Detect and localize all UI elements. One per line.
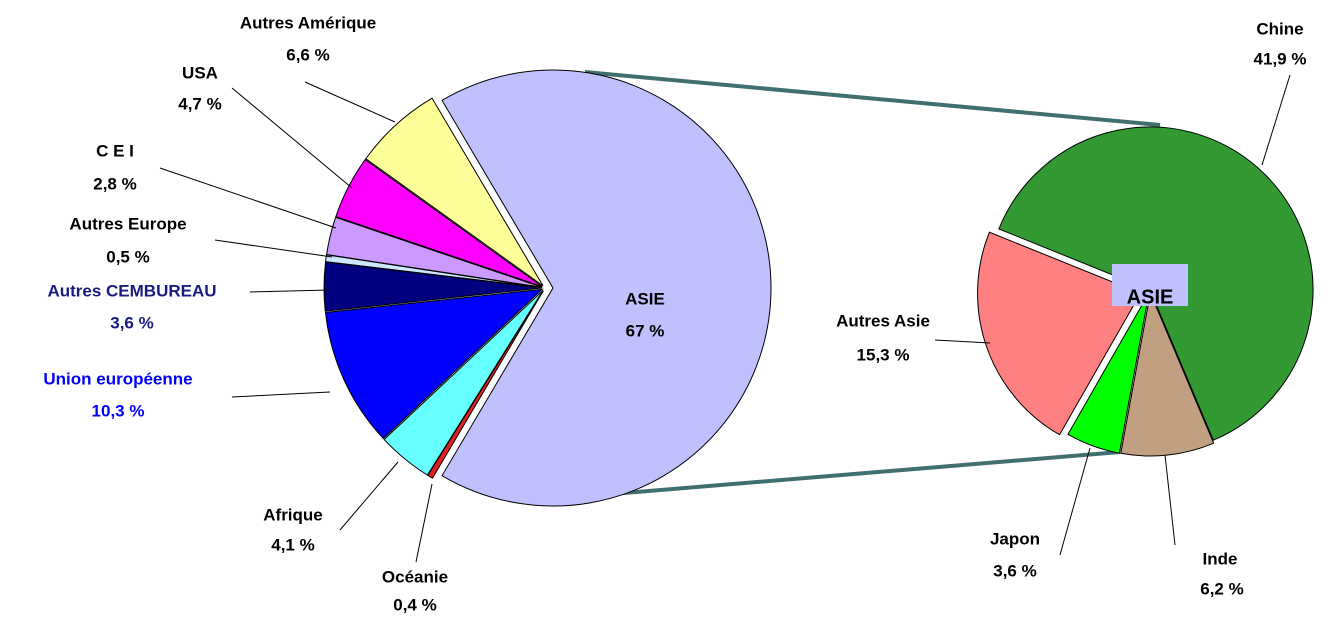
connector-line: [539, 450, 1121, 502]
slice-label: Japon: [990, 529, 1040, 548]
pie-slice: [441, 69, 772, 507]
slice-value: 2,8 %: [93, 174, 136, 193]
slice-value: 4,7 %: [178, 94, 221, 113]
pie-slice: [325, 216, 543, 288]
slice-value: 67 %: [626, 321, 665, 340]
pie-slice: [383, 289, 544, 476]
pie-label-box: [1112, 264, 1188, 306]
slice-value: 4,1 %: [271, 535, 314, 554]
slice-value: 3,6 %: [993, 561, 1036, 580]
slice-label: Autres Amérique: [240, 13, 376, 32]
pie-slice: [324, 288, 544, 440]
leader-line: [1261, 74, 1291, 166]
slice-value: 0,4 %: [393, 595, 436, 614]
leader-line: [214, 239, 333, 258]
connector-line: [584, 70, 1161, 127]
pie-slice: [335, 158, 543, 288]
slice-value: 10,3 %: [92, 401, 145, 420]
pie-slice: [1120, 291, 1215, 457]
slice-label: Autres Asie: [836, 311, 930, 330]
pie-slice: [365, 97, 544, 287]
leader-line: [1164, 454, 1176, 546]
leader-line: [304, 81, 396, 123]
slice-label: Océanie: [382, 567, 448, 586]
slice-value: 3,6 %: [110, 313, 153, 332]
pie-label: ASIE: [1127, 286, 1174, 308]
leader-line: [934, 339, 991, 344]
leader-line: [231, 391, 331, 398]
slice-value: 0,5 %: [106, 247, 149, 266]
slice-label: Inde: [1203, 549, 1238, 568]
leader-line: [1059, 447, 1091, 556]
slice-label: ASIE: [625, 289, 665, 308]
leader-line: [249, 289, 331, 293]
slice-value: 6,6 %: [286, 45, 329, 64]
slice-label: USA: [182, 63, 218, 82]
leader-line: [339, 461, 399, 531]
slice-label: Chine: [1256, 19, 1303, 38]
slice-value: 41,9 %: [1254, 49, 1307, 68]
slice-label: Autres CEMBUREAU: [47, 281, 216, 300]
leader-line: [231, 87, 353, 189]
slice-label: Afrique: [263, 505, 323, 524]
slice-value: 6,2 %: [1200, 579, 1243, 598]
slice-label: Autres Europe: [69, 214, 186, 233]
slice-value: 15,3 %: [857, 345, 910, 364]
pie-slice: [977, 231, 1142, 436]
slice-label: Union européenne: [43, 369, 192, 388]
leader-line: [415, 483, 433, 563]
slice-label: C E I: [96, 141, 134, 160]
pie-slice: [1067, 292, 1150, 454]
leader-line: [159, 167, 337, 229]
